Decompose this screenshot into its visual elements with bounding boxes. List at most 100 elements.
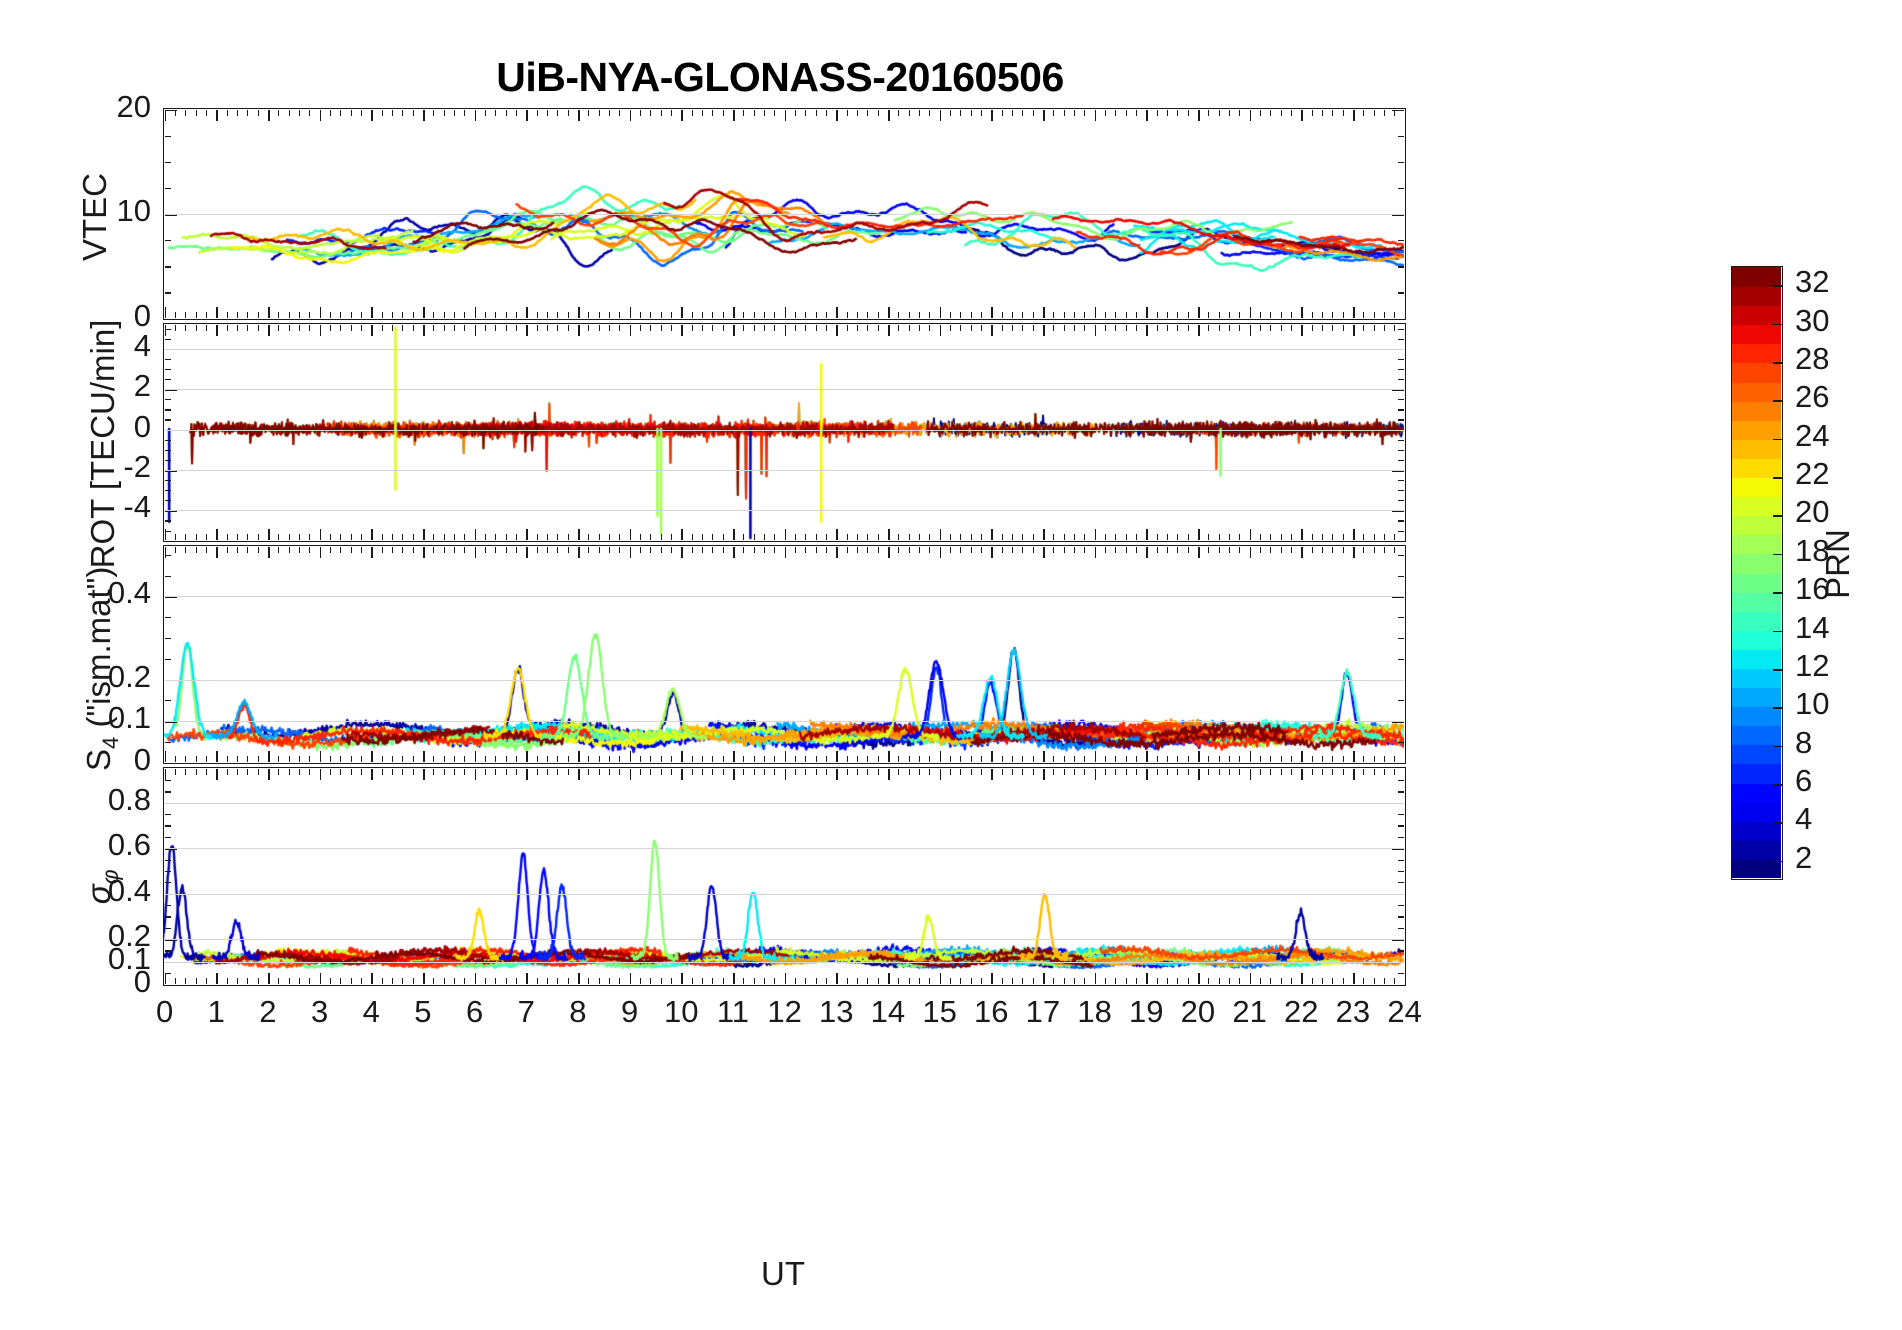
axis-tick (753, 546, 755, 553)
grid-line (164, 939, 1405, 941)
axis-tick (1042, 546, 1045, 558)
axis-tick (929, 324, 931, 331)
axis-tick (712, 324, 714, 331)
axis-tick (526, 751, 528, 763)
x-axis-tick-label: 1 (207, 994, 225, 1029)
axis-tick (639, 768, 642, 775)
axis-tick (960, 324, 962, 331)
axis-tick (1187, 109, 1189, 116)
axis-tick (1398, 916, 1405, 918)
axis-tick (1094, 109, 1097, 121)
grid-line (164, 848, 1405, 850)
axis-tick (1032, 978, 1034, 985)
axis-tick (288, 109, 290, 116)
axis-tick (164, 490, 171, 492)
axis-tick (1394, 534, 1396, 541)
axis-tick (1115, 768, 1117, 775)
axis-tick (784, 546, 787, 558)
axis-tick (226, 312, 228, 319)
axis-tick (898, 324, 900, 331)
axis-tick (1042, 751, 1045, 763)
axis-tick (453, 546, 456, 553)
y-axis-tick-label: 0 (133, 408, 151, 444)
axis-tick (1022, 546, 1024, 553)
axis-tick (629, 529, 632, 541)
axis-tick (732, 768, 735, 780)
axis-tick (991, 768, 993, 780)
axis-tick (257, 534, 259, 541)
axis-tick (1011, 978, 1014, 985)
axis-tick (836, 751, 838, 763)
axis-tick (1311, 324, 1313, 331)
axis-tick (1398, 161, 1405, 164)
axis-tick (1772, 553, 1782, 556)
axis-tick (1063, 109, 1065, 116)
axis-tick (753, 768, 755, 775)
axis-tick (1249, 751, 1252, 763)
axis-tick (867, 324, 869, 331)
colorbar-tick-label: 28 (1795, 340, 1830, 376)
axis-tick (743, 109, 745, 116)
axis-tick (960, 768, 962, 775)
axis-tick (1321, 312, 1324, 319)
axis-tick (1177, 324, 1179, 331)
axis-tick (340, 109, 342, 116)
axis-tick (226, 534, 228, 541)
axis-tick (1135, 756, 1138, 763)
axis-tick (877, 756, 879, 763)
axis-tick (1115, 756, 1117, 763)
axis-tick (1259, 978, 1262, 985)
axis-tick (474, 768, 477, 780)
axis-tick (1398, 328, 1405, 330)
axis-tick (391, 756, 394, 763)
axis-tick (1398, 950, 1405, 952)
axis-tick (1228, 324, 1231, 331)
axis-tick (247, 756, 249, 763)
axis-tick (412, 768, 414, 775)
axis-tick (495, 534, 497, 541)
grid-line (164, 389, 1405, 391)
axis-tick (1011, 768, 1014, 775)
axis-tick (402, 312, 404, 319)
axis-tick (929, 978, 931, 985)
axis-tick (887, 307, 890, 319)
axis-tick (598, 768, 600, 775)
axis-tick (1398, 409, 1405, 411)
axis-tick (960, 546, 962, 553)
axis-tick (309, 546, 311, 553)
axis-tick (577, 546, 580, 558)
axis-tick (877, 534, 879, 541)
axis-tick (526, 324, 528, 336)
axis-tick (1398, 379, 1405, 381)
axis-tick (1332, 534, 1334, 541)
axis-tick (774, 534, 776, 541)
axis-tick (267, 324, 270, 336)
axis-tick (298, 756, 301, 763)
axis-tick (1398, 266, 1405, 268)
axis-tick (1166, 756, 1169, 763)
axis-tick (164, 379, 171, 381)
axis-tick (887, 546, 890, 558)
axis-tick (825, 312, 828, 319)
axis-tick (402, 756, 404, 763)
axis-tick (567, 324, 569, 331)
axis-tick (1197, 307, 1200, 319)
axis-tick (1772, 668, 1782, 671)
axis-tick (453, 768, 456, 775)
axis-tick (443, 546, 445, 553)
axis-tick (391, 534, 394, 541)
axis-tick (1239, 978, 1241, 985)
axis-tick (205, 109, 208, 116)
axis-tick (1042, 307, 1045, 319)
axis-tick (443, 324, 445, 331)
axis-tick (402, 534, 404, 541)
axis-tick (1208, 546, 1210, 553)
axis-tick (815, 546, 817, 553)
x-axis-tick-label: 14 (870, 994, 906, 1029)
axis-tick (495, 978, 497, 985)
axis-tick (1104, 312, 1107, 319)
axis-tick (236, 534, 239, 541)
axis-tick (309, 534, 311, 541)
axis-tick (784, 768, 787, 780)
axis-tick (608, 768, 611, 775)
